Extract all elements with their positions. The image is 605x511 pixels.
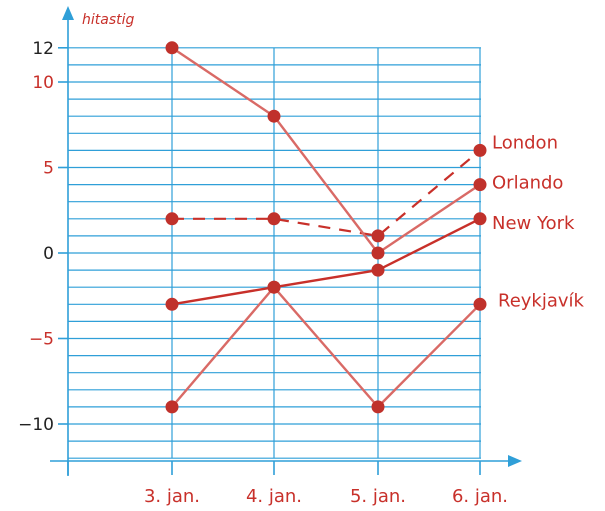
x-tick-label: 5. jan. [350, 486, 406, 507]
x-tick-labels: 3. jan. 4. jan. 5. jan. 6. jan. [144, 486, 508, 507]
y-tick-label: 5 [43, 159, 54, 179]
series-label: Reykjavík [498, 290, 585, 311]
data-point [473, 178, 487, 192]
y-tick-label: −10 [18, 415, 54, 435]
grid [68, 47, 481, 459]
series-label: New York [492, 213, 575, 234]
data-point [165, 41, 179, 55]
y-axis-label: hitastig [82, 12, 135, 28]
x-tick-label: 6. jan. [452, 486, 508, 507]
y-tick-label: 12 [32, 39, 54, 59]
data-point [371, 263, 385, 277]
series-line-london [172, 149, 481, 238]
y-tick-label: −5 [29, 330, 54, 350]
series-label: Orlando [492, 173, 563, 194]
data-point [267, 212, 281, 226]
y-axis-arrow [62, 6, 74, 20]
series-line-reykjav-k [171, 285, 481, 409]
y-tick-label: 10 [32, 73, 54, 93]
x-axis-arrow [508, 455, 522, 467]
data-point [267, 109, 281, 123]
series-label: London [492, 132, 558, 153]
axes [50, 6, 522, 476]
data-point [371, 229, 385, 243]
data-point [165, 297, 179, 311]
y-tick-labels: 12 10 5 0 −5 −10 [18, 39, 54, 435]
series-line-orlando [171, 46, 481, 255]
data-point [473, 212, 487, 226]
series-points [165, 41, 487, 414]
data-point [473, 143, 487, 157]
data-point [371, 400, 385, 414]
x-tick-label: 3. jan. [144, 486, 200, 507]
data-point [165, 212, 179, 226]
series-labels: London Orlando New York Reykjavík [492, 132, 585, 311]
data-point [165, 400, 179, 414]
x-tick-label: 4. jan. [246, 486, 302, 507]
data-point [473, 297, 487, 311]
y-tick-label: 0 [43, 244, 54, 264]
series-line-new-york [171, 217, 481, 306]
data-point [267, 280, 281, 294]
data-point [371, 246, 385, 260]
series-lines [171, 46, 481, 409]
